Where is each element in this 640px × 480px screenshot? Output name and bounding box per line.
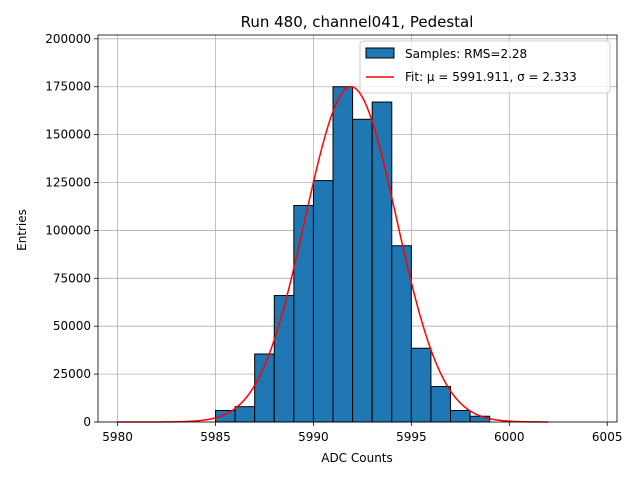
x-tick-label: 6005 [592, 430, 623, 444]
legend-fit-label: Fit: μ = 5991.911, σ = 2.333 [405, 70, 577, 84]
y-tick-label: 200000 [45, 32, 91, 46]
y-tick-label: 125000 [45, 176, 91, 190]
histogram-bar [312, 180, 334, 423]
histogram-bar [352, 118, 373, 423]
histogram-bar [450, 410, 471, 423]
y-axis-ticks: 0 25000 50000 75000 100000 125000 150000 175000… [45, 32, 98, 429]
y-tick-label: 25000 [53, 367, 91, 381]
x-axis-label: ADC Counts [321, 451, 393, 465]
histogram-bar [332, 86, 354, 423]
histogram-bar [293, 205, 314, 423]
histogram-bar [410, 347, 432, 423]
y-axis-label: Entries [15, 209, 29, 251]
histogram-bar [234, 406, 256, 423]
x-tick-label: 5995 [396, 430, 427, 444]
x-tick-label: 5990 [298, 430, 329, 444]
x-tick-label: 6000 [494, 430, 525, 444]
histogram-bars [215, 86, 491, 423]
y-tick-label: 150000 [45, 128, 91, 142]
legend-samples-label: Samples: RMS=2.28 [405, 47, 527, 61]
legend-box [359, 40, 611, 94]
x-tick-label: 5985 [200, 430, 231, 444]
y-tick-label: 50000 [53, 319, 91, 333]
chart-title: Run 480, channel041, Pedestal [241, 13, 474, 31]
histogram-bar [273, 295, 295, 423]
fit-curve [117, 85, 549, 423]
x-tick-label: 5980 [102, 430, 133, 444]
y-tick-label: 75000 [53, 271, 91, 285]
legend-samples-swatch [365, 47, 395, 59]
y-tick-label: 0 [83, 415, 91, 429]
y-tick-label: 100000 [45, 223, 91, 237]
histogram-bar [430, 386, 452, 423]
x-axis-ticks: 5980 5985 5990 5995 6000 6005 [102, 422, 622, 444]
histogram-bar [469, 415, 491, 423]
legend: Samples: RMS=2.28 Fit: μ = 5991.911, σ =… [359, 40, 611, 94]
histogram-bar [371, 101, 393, 423]
y-tick-label: 175000 [45, 80, 91, 94]
plot-frame [97, 34, 618, 423]
